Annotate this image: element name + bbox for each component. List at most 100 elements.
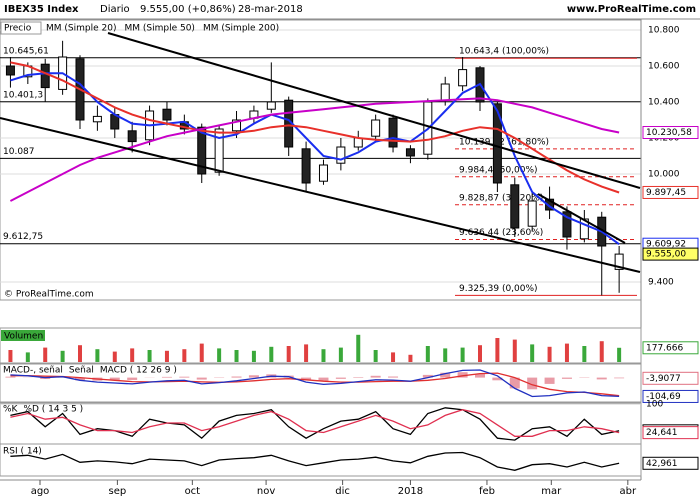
volume-bar: [182, 349, 187, 362]
histogram-bar: [353, 377, 364, 378]
x-tick-label: oct: [185, 486, 201, 497]
histogram-bar: [422, 374, 433, 378]
legend-entry: RSI ( 14): [3, 447, 42, 457]
legend-entry: MM (Simple 20): [46, 24, 116, 34]
histogram-bar: [544, 377, 555, 384]
histogram-bar: [248, 375, 259, 378]
volume-bar: [217, 348, 222, 362]
volume-bar: [269, 346, 274, 362]
histogram-bar: [492, 377, 503, 381]
volume-bar: [147, 350, 152, 362]
candle-body: [336, 146, 346, 164]
fibonacci-label: 9.325,39 (0,00%): [459, 284, 538, 294]
candle-body: [614, 253, 624, 270]
volume-bar: [408, 354, 413, 362]
level-label: 10.087: [3, 147, 35, 157]
histogram-bar: [509, 377, 520, 389]
legend-entry: MACD ( 12 26 9 ): [100, 366, 177, 376]
candle-body: [353, 137, 363, 148]
last-value-label: 9.897,45: [646, 188, 686, 198]
x-tick-label: dic: [335, 486, 350, 497]
last-value-label: -3,9077: [646, 374, 681, 384]
histogram-bar: [5, 376, 16, 378]
panel-frame: [0, 362, 642, 404]
indicator-line: [10, 451, 620, 471]
x-tick-label: feb: [479, 486, 495, 497]
moving-average: [10, 61, 620, 194]
volume-bar: [512, 339, 517, 362]
volume-bar: [547, 346, 552, 362]
last-value-box: [642, 125, 699, 139]
candle-body: [458, 69, 468, 87]
y-tick-label: 10.400: [648, 98, 680, 108]
last-value-box: [642, 389, 699, 403]
candle-body: [405, 148, 415, 157]
histogram-bar: [457, 372, 468, 378]
legend-entry: Señal: [69, 366, 94, 376]
volume-bar: [356, 334, 361, 362]
x-tick-label: mar: [541, 486, 562, 497]
x-tick-label: 2018: [398, 486, 423, 497]
last-value-box: [642, 426, 699, 440]
trend-line: [537, 193, 626, 244]
candle-body: [5, 65, 15, 76]
candle-body: [214, 128, 224, 173]
histogram-bar: [388, 376, 399, 378]
last-value-label: 42,961: [646, 459, 678, 469]
last-value-label: 24,641: [646, 428, 678, 438]
volume-bar: [286, 346, 291, 362]
legend-entry: %D ( 14 3 5 ): [23, 405, 83, 415]
volume-bar: [373, 350, 378, 362]
legend-entry: %K: [3, 405, 19, 415]
histogram-bar: [318, 377, 329, 381]
histogram-bar: [231, 376, 242, 378]
volume-bar: [43, 347, 48, 362]
last-value-box: [642, 185, 699, 199]
price-legend-box: [0, 21, 42, 35]
volume-bar: [460, 347, 465, 362]
volume-bar: [78, 345, 82, 362]
volume-bar: [8, 350, 13, 362]
last-value-box: [642, 341, 699, 355]
level-label: 10.645,61: [3, 46, 49, 56]
candle-body: [371, 119, 381, 137]
histogram-bar: [475, 374, 485, 378]
volume-bar: [60, 350, 65, 362]
volume-bar: [495, 338, 500, 362]
histogram-bar: [335, 377, 346, 379]
histogram-bar: [596, 377, 607, 380]
fibonacci-label: 10.643,4 (100,00%): [459, 47, 549, 57]
last-price: 9.555,00 (+0,86%): [140, 4, 236, 15]
candle-body: [40, 63, 50, 89]
x-tick-label: abr: [620, 486, 637, 497]
volume-bar: [130, 348, 135, 362]
histogram-bar: [370, 375, 381, 378]
candle-body: [92, 115, 102, 123]
last-value-box: [642, 371, 699, 385]
histogram-bar: [614, 377, 625, 379]
y-tick-label: 10.600: [648, 62, 680, 72]
price-legend: Precio: [4, 24, 32, 34]
candle-body: [388, 117, 398, 148]
candle-body: [162, 108, 172, 121]
volume-bar: [95, 349, 100, 362]
indicator-line: [10, 369, 620, 398]
y-tick-label: 9.400: [648, 278, 674, 288]
candle-body: [197, 126, 207, 175]
indicator-line: [10, 372, 620, 397]
histogram-bar: [127, 377, 138, 380]
volume-bar: [321, 349, 326, 362]
y-tick-label: 10.800: [648, 26, 680, 36]
volume-bar: [25, 352, 30, 362]
panel-frame: [0, 443, 642, 477]
y-tick-label: 100: [646, 400, 663, 410]
volume-bar: [391, 352, 396, 362]
trend-line: [107, 32, 641, 189]
x-tick-label: ago: [31, 486, 50, 497]
trend-line: [0, 117, 641, 273]
volume-bar: [164, 350, 169, 362]
candle-body: [127, 130, 137, 143]
candle-body: [562, 211, 572, 238]
volume-bar: [251, 350, 256, 362]
histogram-bar: [109, 377, 120, 381]
